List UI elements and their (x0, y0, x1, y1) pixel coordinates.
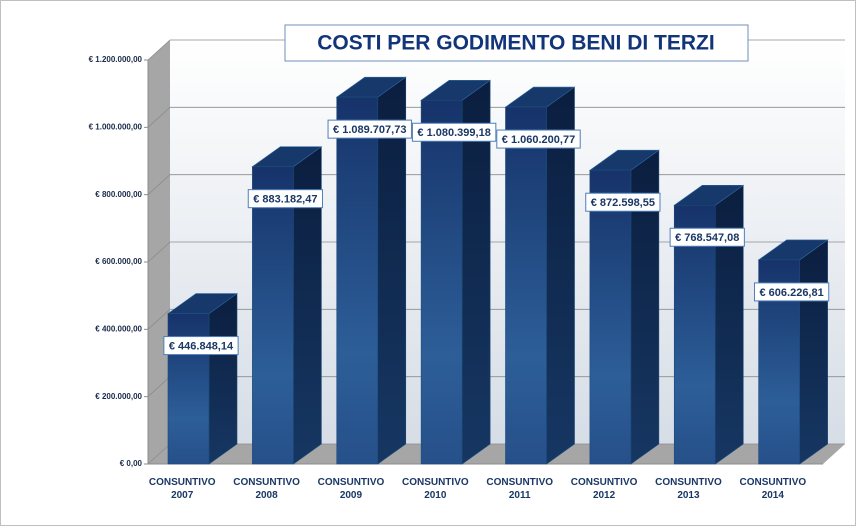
value-label-box (754, 282, 830, 302)
value-label: € 883.182,47 (253, 194, 317, 206)
value-label-box (411, 122, 497, 142)
bar (167, 292, 238, 465)
y-tick-label: € 800.000,00 (95, 190, 142, 199)
grid-line (147, 106, 845, 128)
y-tick-label: € 400.000,00 (95, 324, 142, 333)
value-label: € 446.848,14 (169, 340, 234, 352)
bar-front (420, 99, 463, 465)
value-label: € 1.089.707,73 (333, 124, 406, 136)
bar-front (336, 96, 379, 465)
y-tick-label: € 600.000,00 (95, 257, 142, 266)
y-tick-label: € 1.200.000,00 (89, 55, 143, 64)
value-label-box (669, 227, 745, 247)
bar-front (589, 169, 632, 465)
bar-front (673, 204, 716, 465)
bar (420, 79, 492, 465)
y-tick-label: € 200.000,00 (95, 392, 142, 401)
bar (251, 146, 323, 465)
x-tick-label: CONSUNTIVO 2008 (233, 477, 300, 501)
y-tick-label: € 0,00 (120, 459, 143, 468)
floor (148, 444, 845, 464)
title-box (284, 24, 749, 62)
value-label-box (247, 189, 323, 209)
x-tick-label: CONSUNTIVO 2010 (402, 477, 469, 501)
bar-side (714, 184, 744, 465)
value-label: € 768.547,08 (675, 232, 739, 244)
bar (673, 184, 745, 465)
value-label: € 872.598,55 (591, 197, 655, 209)
x-tick-label: CONSUNTIVO 2013 (655, 477, 722, 501)
x-tick-label: CONSUNTIVO 2014 (739, 477, 806, 501)
bar-front (252, 166, 294, 465)
value-label-box (327, 119, 412, 139)
x-tick-label: CONSUNTIVO 2011 (486, 477, 553, 501)
value-label: € 1.080.399,18 (417, 127, 490, 139)
bar (757, 239, 829, 465)
value-label: € 1.060.200,77 (502, 134, 575, 146)
value-label-box (163, 336, 239, 356)
bar (335, 76, 407, 465)
x-tick-label: CONSUNTIVO 2009 (318, 477, 385, 501)
x-tick-label: CONSUNTIVO 2007 (149, 477, 216, 501)
bar (504, 86, 576, 465)
bar-side (799, 239, 828, 465)
x-tick-label: CONSUNTIVO 2012 (571, 477, 638, 501)
value-label-box (496, 129, 581, 149)
bar (588, 149, 660, 465)
value-label: € 606.226,81 (760, 287, 824, 299)
chart-title: COSTI PER GODIMENTO BENI DI TERZI (317, 32, 714, 55)
bar-side (208, 292, 238, 465)
y-tick-label: € 1.000.000,00 (89, 122, 143, 131)
value-label-box (585, 192, 661, 212)
bar-front (505, 106, 547, 465)
